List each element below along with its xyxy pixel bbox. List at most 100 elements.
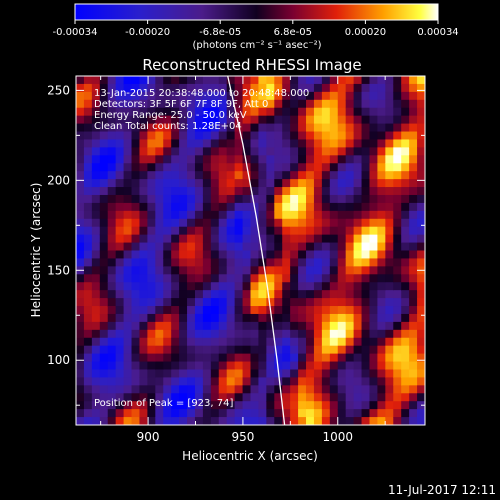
heatmap-cell — [377, 131, 386, 141]
heatmap-cell — [194, 91, 204, 101]
heatmap-cell — [337, 409, 347, 418]
heatmap-cell — [290, 194, 299, 204]
heatmap-cell — [139, 361, 148, 371]
heatmap-cell — [353, 76, 363, 85]
heatmap-cell — [393, 313, 402, 323]
heatmap-cell — [123, 171, 133, 180]
heatmap-cell — [83, 115, 93, 125]
heatmap-cell — [321, 290, 331, 299]
heatmap-cell — [393, 131, 402, 141]
heatmap-cell — [163, 385, 172, 394]
heatmap-cell — [83, 226, 93, 236]
heatmap-cell — [250, 321, 260, 331]
heatmap-cell — [353, 131, 363, 141]
heatmap-cell — [155, 298, 164, 307]
heatmap-cell — [155, 179, 164, 188]
annotation-time-range: 13-Jan-2015 20:38:48.000 to 20:48:48.000 — [94, 88, 309, 99]
heatmap-cell — [298, 417, 307, 425]
heatmap-cell — [337, 393, 347, 402]
heatmap-cell — [337, 242, 347, 252]
heatmap-cell — [361, 147, 371, 156]
heatmap-cell — [266, 187, 275, 196]
heatmap-cell — [210, 234, 220, 244]
heatmap-cell — [115, 163, 125, 172]
heatmap-cell — [99, 242, 109, 252]
heatmap-cell — [218, 83, 228, 93]
heatmap-cell — [242, 139, 252, 148]
heatmap-cell — [417, 282, 425, 291]
heatmap-cell — [258, 123, 267, 133]
heatmap-cell — [353, 99, 363, 109]
heatmap-cell — [417, 258, 425, 267]
heatmap-cell — [83, 274, 93, 283]
heatmap-cell — [242, 123, 252, 133]
heatmap-cell — [337, 147, 347, 156]
heatmap-cell — [361, 123, 371, 133]
heatmap-cell — [337, 83, 347, 93]
heatmap-cell — [377, 369, 386, 379]
heatmap-cell — [202, 155, 212, 164]
heatmap-cell — [218, 409, 228, 418]
heatmap-cell — [377, 377, 386, 386]
heatmap-cell — [377, 99, 386, 109]
heatmap-cell — [361, 171, 371, 180]
heatmap-cell — [353, 91, 363, 101]
heatmap-cell — [99, 147, 109, 156]
heatmap-image — [76, 76, 425, 425]
heatmap-cell — [266, 417, 275, 425]
heatmap-cell — [401, 234, 410, 244]
heatmap-cell — [345, 306, 355, 315]
heatmap-cell — [385, 266, 394, 275]
heatmap-cell — [234, 274, 244, 283]
heatmap-cell — [266, 329, 275, 339]
heatmap-cell — [76, 234, 85, 244]
heatmap-cell — [266, 409, 275, 418]
heatmap-cell — [139, 83, 148, 93]
heatmap-cell — [369, 353, 379, 363]
heatmap-cell — [266, 282, 275, 291]
heatmap-cell — [202, 306, 212, 315]
heatmap-cell — [393, 377, 402, 386]
heatmap-cell — [417, 147, 425, 156]
heatmap-cell — [99, 377, 109, 386]
heatmap-cell — [83, 147, 93, 156]
plot-frame — [75, 75, 426, 426]
heatmap-cell — [242, 155, 252, 164]
heatmap-cell — [123, 250, 133, 260]
heatmap-cell — [329, 76, 339, 85]
heatmap-cell — [337, 361, 347, 371]
heatmap-cell — [258, 361, 267, 371]
heatmap-cell — [377, 393, 386, 402]
heatmap-cell — [83, 83, 93, 93]
heatmap-cell — [107, 290, 117, 299]
heatmap-cell — [298, 163, 307, 172]
heatmap-cell — [393, 250, 402, 260]
heatmap-cell — [393, 369, 402, 379]
heatmap-cell — [202, 329, 212, 339]
heatmap-cell — [329, 353, 339, 363]
heatmap-cell — [250, 266, 260, 275]
x-axis-label: Heliocentric X (arcsec) — [182, 449, 318, 463]
annotation-energy-range: Energy Range: 25.0 - 50.0 keV — [94, 110, 247, 121]
heatmap-cell — [393, 155, 402, 164]
heatmap-cell — [99, 139, 109, 148]
heatmap-cell — [250, 290, 260, 299]
heatmap-cell — [155, 171, 164, 180]
heatmap-cell — [274, 274, 283, 283]
heatmap-cell — [107, 107, 117, 117]
heatmap-cell — [290, 250, 299, 260]
heatmap-cell — [242, 290, 252, 299]
heatmap-cell — [218, 298, 228, 307]
heatmap-cell — [107, 147, 117, 156]
heatmap-cell — [274, 218, 283, 228]
heatmap-cell — [345, 250, 355, 260]
heatmap-cell — [353, 202, 363, 212]
heatmap-cell — [290, 83, 299, 93]
heatmap-cell — [361, 83, 371, 93]
heatmap-cell — [345, 290, 355, 299]
heatmap-cell — [202, 131, 212, 141]
heatmap-cell — [187, 210, 196, 220]
heatmap-cell — [345, 274, 355, 283]
heatmap-cell — [131, 194, 141, 204]
heatmap-cell — [115, 91, 125, 101]
